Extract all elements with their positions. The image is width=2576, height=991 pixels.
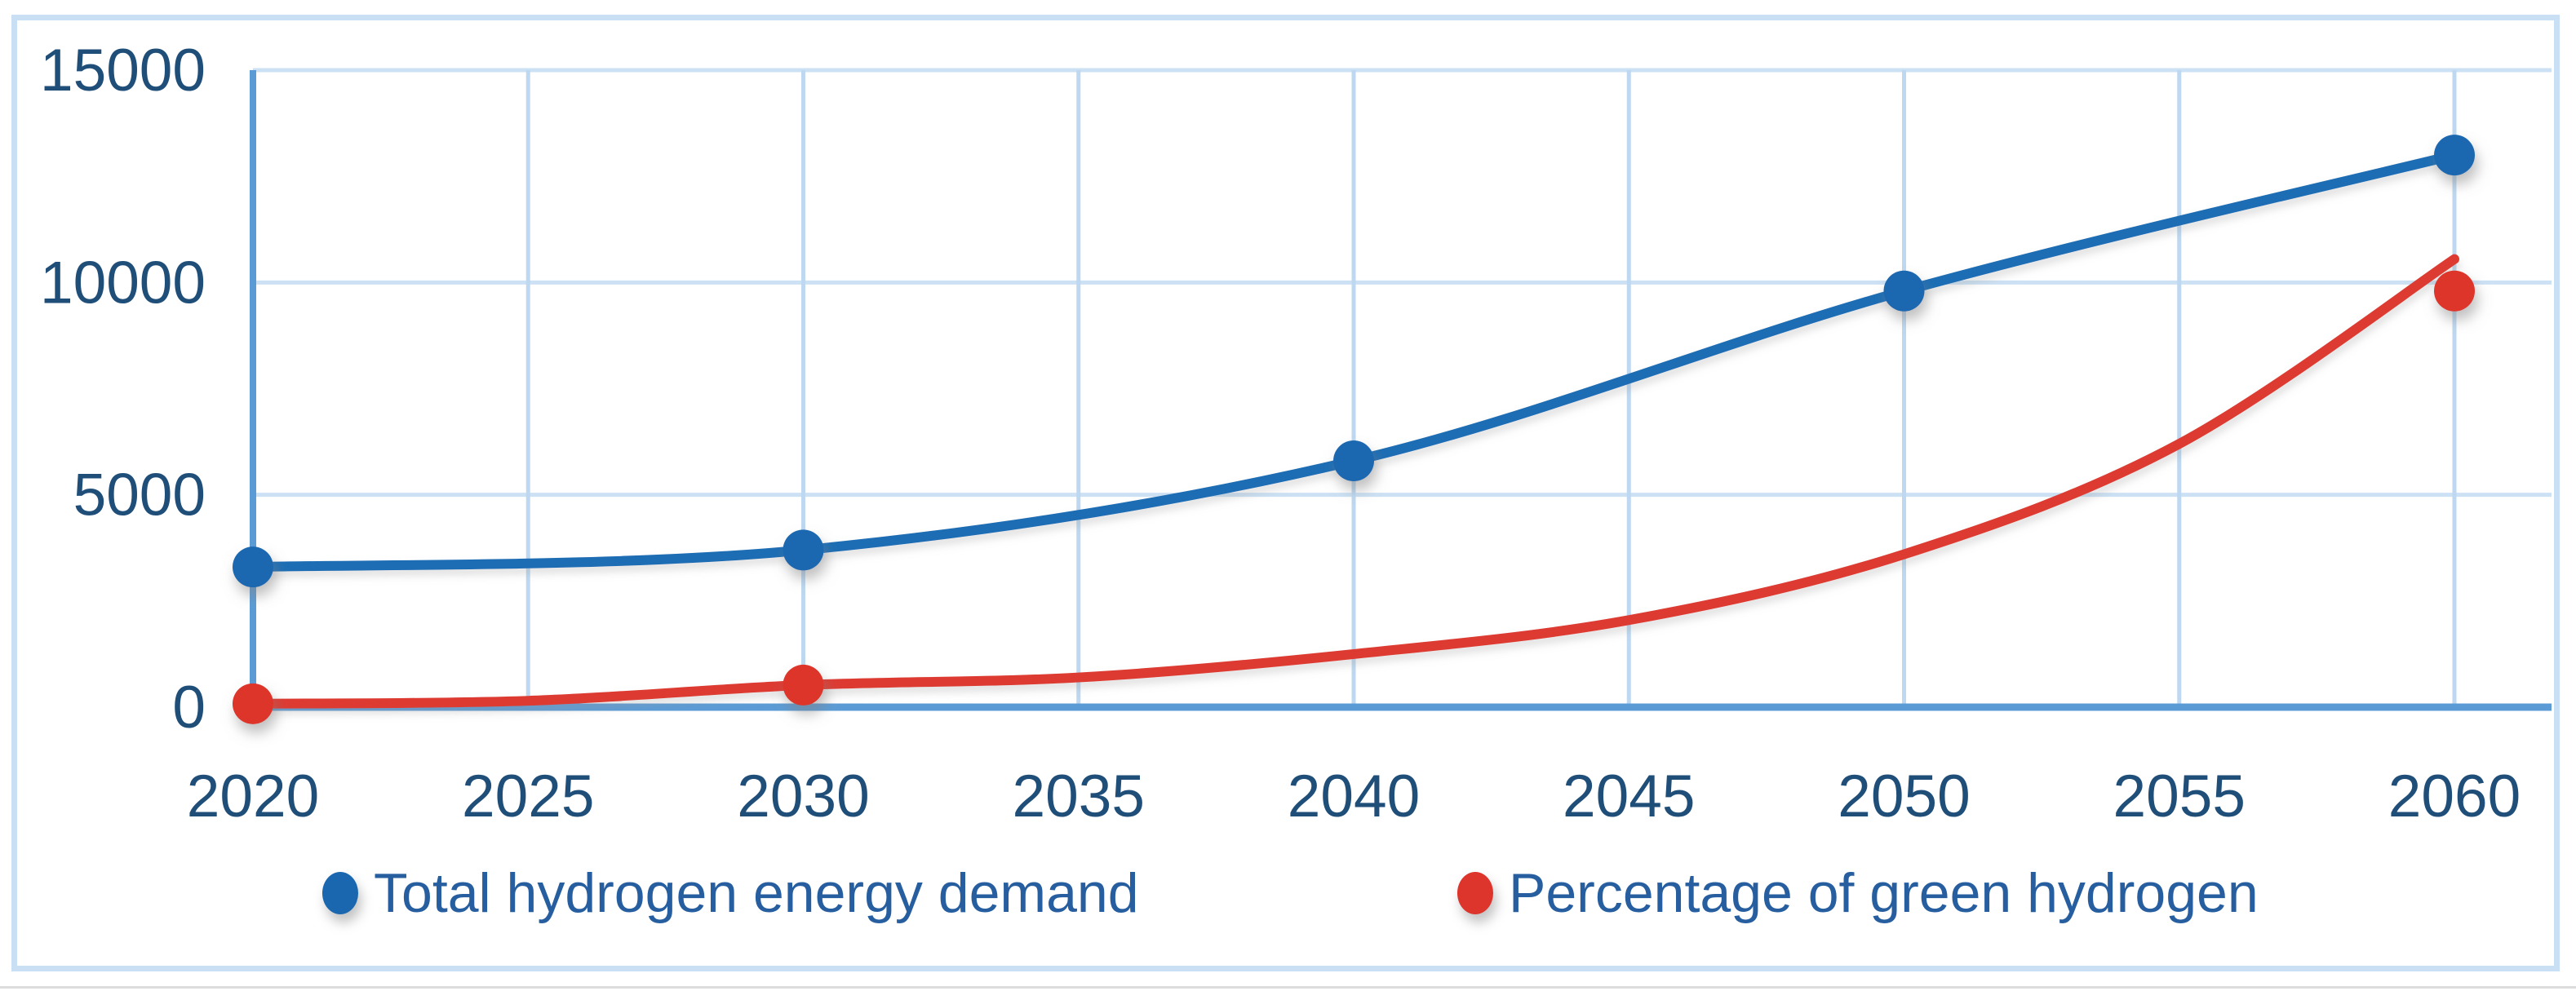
x-tick-label-2040: 2040 — [1288, 763, 1420, 830]
data-point-total-hydrogen-energy-demand-2060 — [2434, 135, 2475, 176]
x-tick-label-2055: 2055 — [2113, 763, 2246, 830]
x-tick-label-2035: 2035 — [1013, 763, 1145, 830]
x-tick-label-2060: 2060 — [2388, 763, 2521, 830]
x-tick-label-2020: 2020 — [187, 763, 319, 830]
x-tick-label-2025: 2025 — [462, 763, 594, 830]
data-point-total-hydrogen-energy-demand-2030 — [783, 529, 824, 571]
y-tick-label-10000: 10000 — [40, 250, 206, 316]
y-tick-label-5000: 5000 — [73, 462, 206, 529]
data-point-percentage-of-green-hydrogen-2020 — [233, 683, 273, 724]
data-point-total-hydrogen-energy-demand-2050 — [1883, 270, 1925, 312]
page-bottom-edge-line — [0, 986, 2576, 989]
y-tick-label-15000: 15000 — [40, 38, 206, 104]
data-point-percentage-of-green-hydrogen-2060 — [2434, 270, 2475, 312]
chart-border — [11, 15, 2560, 971]
data-point-total-hydrogen-energy-demand-2040 — [1333, 440, 1374, 482]
series-line-percentage-of-green-hydrogen — [248, 254, 2459, 709]
y-tick-label-0: 0 — [172, 675, 206, 741]
x-tick-label-2045: 2045 — [1563, 763, 1695, 830]
data-point-percentage-of-green-hydrogen-2030 — [783, 664, 824, 706]
x-tick-label-2030: 2030 — [737, 763, 869, 830]
x-tick-label-2050: 2050 — [1838, 763, 1970, 830]
data-point-total-hydrogen-energy-demand-2020 — [233, 546, 273, 588]
